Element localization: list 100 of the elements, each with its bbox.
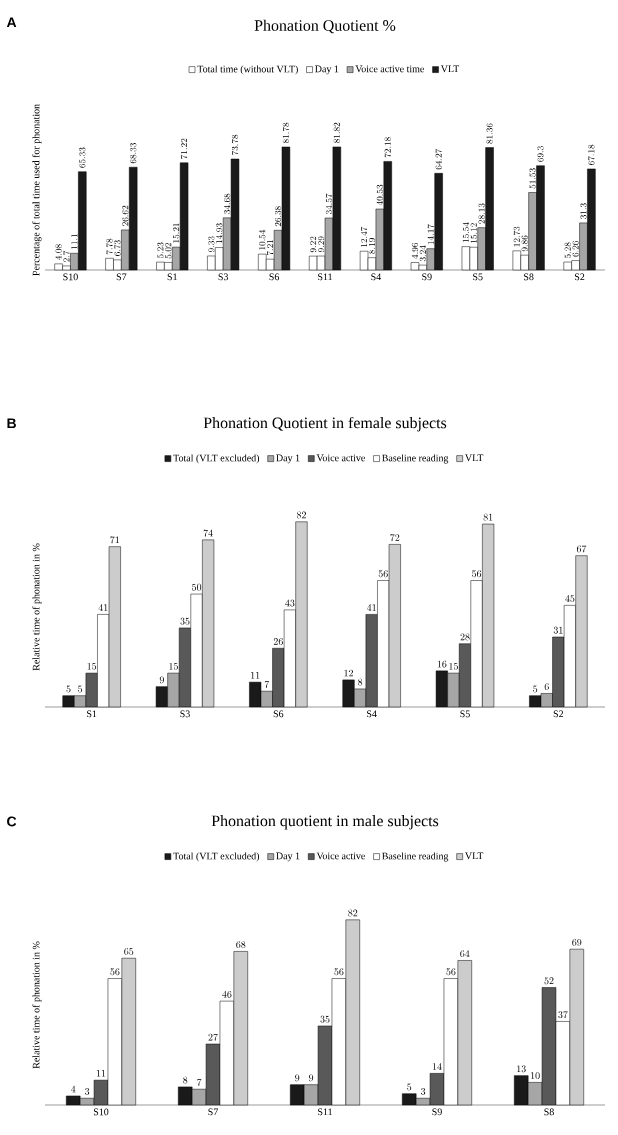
data-label: 34.68 — [223, 193, 231, 214]
data-label: 11 — [96, 1069, 106, 1077]
data-label: 46 — [222, 990, 232, 998]
data-label: 35 — [180, 617, 190, 625]
data-label: 8. 19 — [368, 238, 376, 254]
data-label: 31 — [553, 626, 563, 634]
data-label: 82 — [348, 909, 358, 917]
y-axis-title: Relative time of phonation in % — [32, 941, 42, 1069]
data-label: 81 .78 — [282, 122, 290, 144]
text: A — [6, 17, 17, 28]
legend-label: Day 1 — [276, 852, 300, 862]
data-label: 28 — [460, 633, 470, 641]
x-tick-label: S1 — [87, 710, 97, 718]
x-tick-label: S10 — [63, 273, 78, 281]
data-label: 9.33 — [208, 236, 215, 252]
data-label: 64 — [460, 950, 470, 958]
data-label: 9 — [309, 1074, 314, 1082]
legend-label: Baseline reading — [382, 454, 449, 464]
data-label: 10 — [531, 1072, 540, 1080]
data-label: 3.24 — [419, 245, 426, 262]
chart-title: Phonation Quotient % — [254, 19, 396, 34]
data-label: 52 — [544, 977, 554, 985]
data-label: 13 — [517, 1065, 526, 1073]
data-label: 12.47 — [360, 226, 368, 247]
data-label: 81 .82 — [333, 122, 340, 143]
data-label: 5 — [66, 685, 71, 693]
data-label: 68 — [236, 941, 246, 949]
data-label: 9.22 — [310, 236, 317, 253]
data-label: 5.23 — [157, 242, 164, 259]
legend-label: Baseline reading — [382, 852, 449, 862]
x-tick-label: S4 — [367, 710, 377, 718]
data-label: 34.57 — [325, 193, 333, 215]
y-axis-title: Relative time of phonation in % — [32, 543, 42, 671]
x-tick-label: S11 — [318, 1108, 332, 1116]
data-label: 71 .22 — [180, 138, 188, 159]
data-label: 65 — [124, 947, 134, 955]
data-label: 4.96 — [411, 242, 419, 259]
text: B — [7, 418, 16, 429]
data-label: 16 — [437, 660, 447, 668]
data-label: 5.28 — [564, 242, 571, 259]
x-tick-label: S9 — [422, 273, 432, 281]
x-tick-label: S7 — [208, 1108, 218, 1116]
data-label: 9.86 — [521, 235, 528, 252]
x-tick-label: S2 — [574, 273, 585, 281]
data-label: 14. 17 — [427, 224, 434, 245]
legend-label: Total time (without VLT) — [197, 65, 298, 75]
legend-label: Total (VLT excluded) — [173, 454, 260, 464]
data-label: 67 — [576, 545, 587, 553]
data-label: 14 — [432, 1063, 442, 1070]
data-label: 8 — [358, 678, 363, 686]
data-label: 50 — [192, 583, 202, 591]
data-label: 41 — [366, 604, 376, 611]
data-label: 7.78 — [106, 238, 113, 255]
data-label: 64.27 — [435, 148, 442, 170]
data-label: 15. 12 — [470, 223, 477, 243]
data-label: 4.08 — [55, 244, 62, 261]
data-label: 73.78 — [231, 134, 239, 155]
data-label: 15 — [169, 662, 178, 670]
data-label: 9 — [159, 676, 164, 684]
data-label: 5 — [407, 1083, 412, 1091]
legend-label: VLT — [465, 454, 484, 462]
x-tick-label: S3 — [180, 710, 190, 718]
legend-label: VLT — [440, 65, 460, 73]
data-label: 56 — [334, 968, 344, 976]
x-tick-label: S10 — [93, 1108, 109, 1116]
data-label: 43 — [285, 599, 295, 607]
data-label: 15.21 — [173, 223, 180, 243]
x-tick-label: S3 — [218, 273, 229, 281]
data-label: 56 — [110, 968, 120, 976]
data-label: 69 — [572, 938, 582, 946]
legend-label: Day 1 — [315, 65, 339, 75]
data-label: 9.29 — [317, 236, 325, 253]
data-label: 26.62 — [122, 205, 129, 226]
x-tick-label: S9 — [432, 1108, 442, 1116]
data-label: 12 — [344, 669, 353, 677]
x-tick-label: S2 — [553, 710, 564, 718]
legend-label: VLT — [465, 852, 484, 860]
x-tick-label: S4 — [371, 273, 382, 281]
data-label: 5.02 — [165, 242, 172, 259]
data-label: 81 .36 — [486, 123, 493, 144]
data-label: 40.53 — [376, 184, 383, 206]
data-label: 6 — [544, 683, 549, 691]
chart-title: Phonation Quotient in female subjects — [203, 416, 447, 432]
data-label: 12.73 — [513, 226, 520, 247]
data-label: 14.93 — [216, 223, 223, 244]
data-label: 15 — [87, 662, 97, 670]
data-label: 27 — [208, 1033, 218, 1041]
x-tick-label: S6 — [273, 710, 284, 718]
data-label: 65.33 — [79, 147, 86, 168]
legend-label: Day 1 — [276, 454, 300, 464]
data-label: 7.21 — [266, 239, 274, 256]
legend-label: Total (VLT excluded) — [173, 852, 260, 862]
data-label: 72 — [390, 534, 400, 542]
x-tick-label: S6 — [269, 273, 280, 281]
x-tick-label: S8 — [544, 1108, 554, 1116]
x-tick-label: S5 — [473, 273, 483, 281]
x-tick-label: S1 — [167, 273, 177, 281]
data-label: 67. 18 — [588, 144, 595, 165]
legend-label: Voice active — [316, 852, 365, 860]
data-label: 5 — [533, 685, 538, 693]
